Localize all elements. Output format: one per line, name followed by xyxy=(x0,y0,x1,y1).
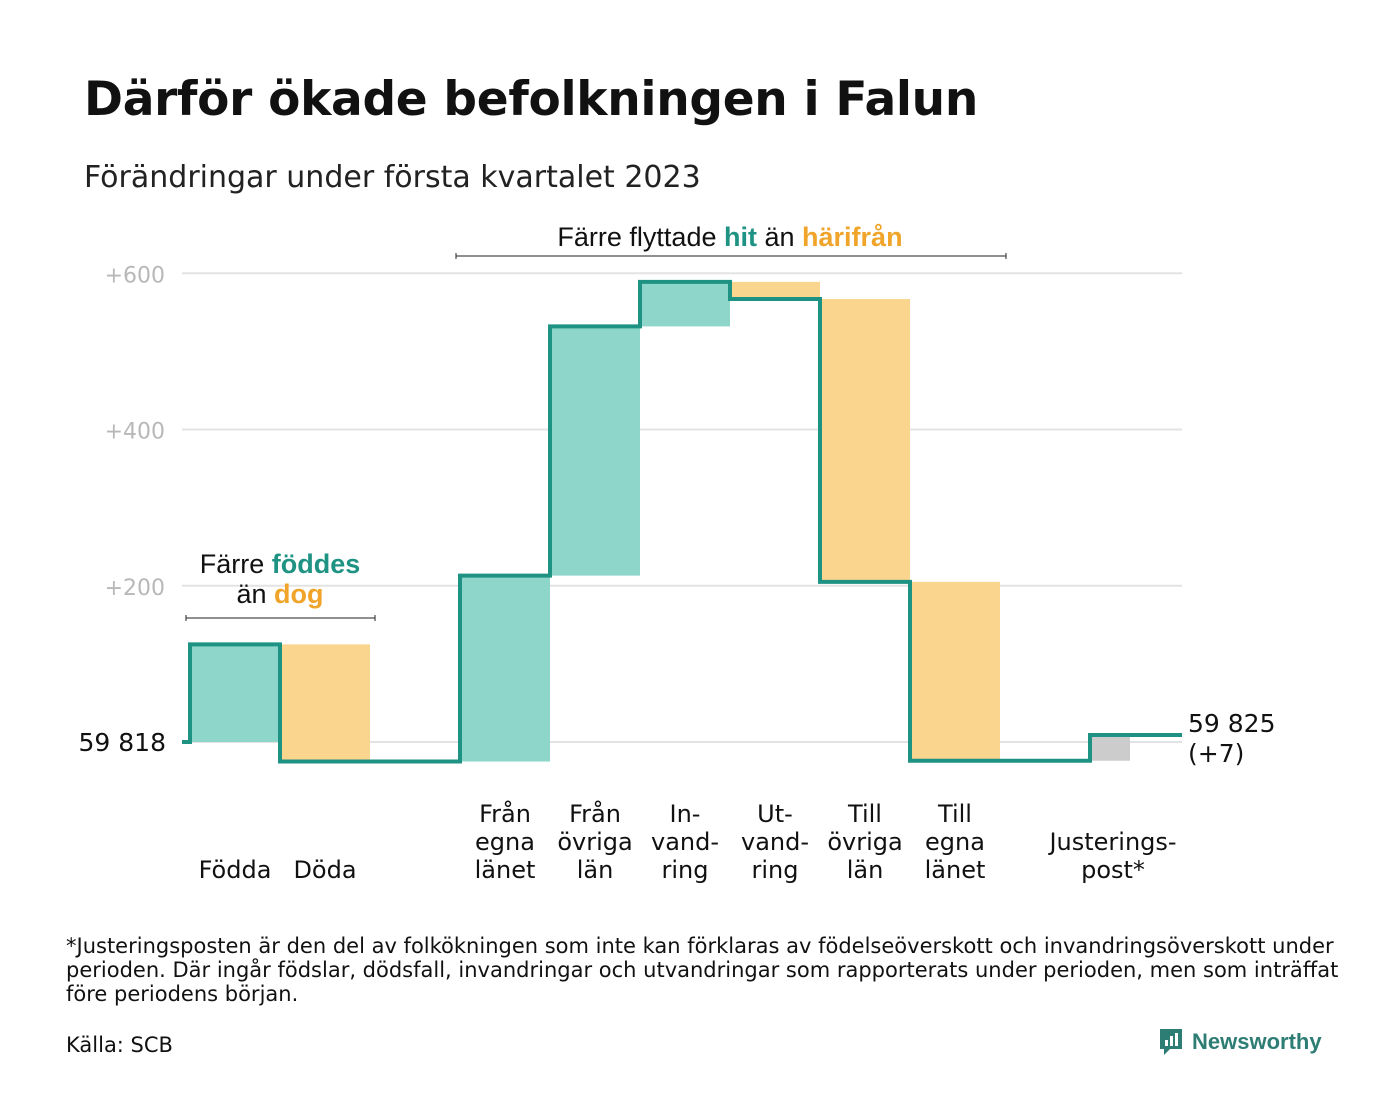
x-tick-label: län xyxy=(577,856,614,884)
x-tick-label: län xyxy=(847,856,884,884)
annotation-births-text: Färre föddes xyxy=(200,549,361,579)
bar-inflow xyxy=(640,281,730,327)
x-tick-label: länet xyxy=(475,856,536,884)
x-tick-label: post* xyxy=(1081,856,1145,884)
x-tick-label: Till xyxy=(847,800,882,828)
bar-outflow xyxy=(820,299,910,582)
end-value-label: 59 825 xyxy=(1188,709,1275,738)
newsworthy-logo-icon xyxy=(1160,1029,1182,1055)
bar-inflow xyxy=(460,575,550,762)
chart-subtitle: Förändringar under första kvartalet 2023 xyxy=(84,160,701,195)
y-tick-label: +200 xyxy=(105,576,165,601)
cumulative-line xyxy=(182,279,1182,764)
x-tick-label: länet xyxy=(925,856,986,884)
x-tick-label: Till xyxy=(937,800,972,828)
x-tick-label: vand- xyxy=(741,828,809,856)
x-tick-label: vand- xyxy=(651,828,719,856)
x-tick-label: Ut- xyxy=(757,800,793,828)
x-tick-label: Döda xyxy=(293,856,356,884)
x-tick-label: ring xyxy=(752,856,799,884)
bar-outflow xyxy=(730,281,820,300)
bar-outflow xyxy=(280,644,370,762)
bar-outflow xyxy=(910,581,1000,761)
x-tick-label: övriga xyxy=(827,828,902,856)
x-tick-label: ring xyxy=(662,856,709,884)
x-tick-label: egna xyxy=(925,828,985,856)
x-tick-label: egna xyxy=(475,828,535,856)
source-credit: Källa: SCB xyxy=(66,1033,173,1057)
y-tick-label: +600 xyxy=(105,263,165,288)
brand-logo: Newsworthy xyxy=(1158,1027,1322,1057)
bar-inflow xyxy=(550,326,640,576)
x-tick-label: Från xyxy=(479,799,531,828)
x-tick-label: Födda xyxy=(199,856,272,884)
brand-name: Newsworthy xyxy=(1192,1029,1322,1054)
y-tick-label: +400 xyxy=(105,420,165,445)
x-tick-label: Justerings- xyxy=(1047,828,1176,856)
start-value-label: 59 818 xyxy=(79,728,166,757)
chart-title: Därför ökade befolkningen i Falun xyxy=(84,72,979,127)
x-tick-label: övriga xyxy=(557,828,632,856)
annotation-moves-text: Färre flyttade hit än härifrån xyxy=(557,222,902,252)
end-change-label: (+7) xyxy=(1188,739,1244,768)
x-tick-label: In- xyxy=(670,800,701,828)
bar-adjustment xyxy=(1090,734,1130,761)
x-tick-label: Från xyxy=(569,799,621,828)
bar-inflow xyxy=(190,644,280,742)
footnote: *Justeringsposten är den del av folkökni… xyxy=(66,934,1339,1006)
annotation-births-text: än dog xyxy=(236,579,323,609)
